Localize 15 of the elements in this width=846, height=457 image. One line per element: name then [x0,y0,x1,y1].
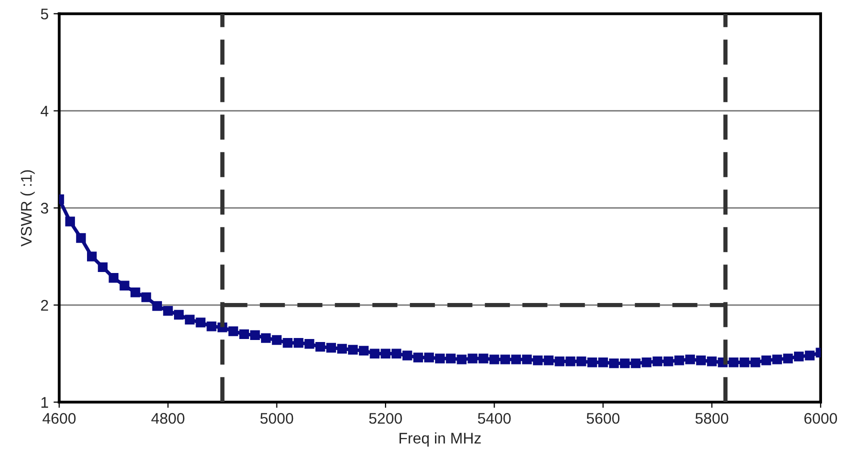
x-axis-title: Freq in MHz [400,432,481,447]
y-tick-label: 2 [41,300,48,311]
x-tick-label: 6000 [804,412,838,424]
x-tick-label: 4600 [42,412,76,424]
x-tick-label: 5800 [695,412,728,424]
x-tick-label: 5600 [586,412,620,424]
x-tick-label: 4800 [151,412,184,424]
y-axis-title: VSWR ( :1) [20,170,35,246]
y-tick-label: 3 [40,202,48,214]
y-tick-label: 5 [40,8,48,20]
x-tick-label: 5000 [260,412,294,424]
x-tick-label: 5200 [369,412,402,424]
x-tick-label: 5400 [478,412,511,424]
y-tick-label: 1 [41,397,48,408]
y-tick-label: 4 [40,106,48,116]
